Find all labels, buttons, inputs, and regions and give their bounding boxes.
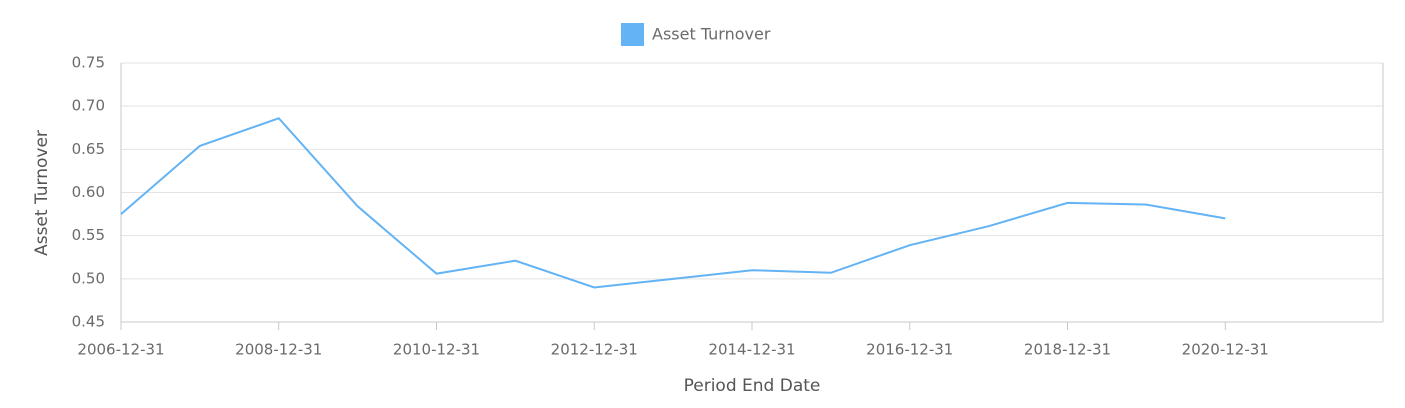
y-tick-label: 0.60 <box>72 183 105 201</box>
x-tick-label: 2018-12-31 <box>1024 341 1111 359</box>
x-tick-label: 2012-12-31 <box>551 341 638 359</box>
data-line <box>120 117 1226 289</box>
y-tick-label: 0.45 <box>72 313 105 331</box>
y-tick-label: 0.55 <box>72 226 105 244</box>
y-tick-label: 0.65 <box>72 140 105 158</box>
x-tick-label: 2014-12-31 <box>708 341 795 359</box>
x-tick-label: 2008-12-31 <box>235 341 322 359</box>
x-tick-label: 2016-12-31 <box>866 341 953 359</box>
y-tick-label: 0.75 <box>72 54 105 72</box>
x-tick-label: 2010-12-31 <box>393 341 480 359</box>
y-tick-label: 0.50 <box>72 269 105 287</box>
x-tick-label: 2020-12-31 <box>1182 341 1269 359</box>
y-axis-title: Asset Turnover <box>32 130 52 256</box>
legend-label: Asset Turnover <box>652 25 771 44</box>
x-axis-title: Period End Date <box>684 376 821 396</box>
x-tick-label: 2006-12-31 <box>77 341 164 359</box>
legend-swatch <box>621 23 644 46</box>
y-tick-label: 0.70 <box>72 97 105 115</box>
